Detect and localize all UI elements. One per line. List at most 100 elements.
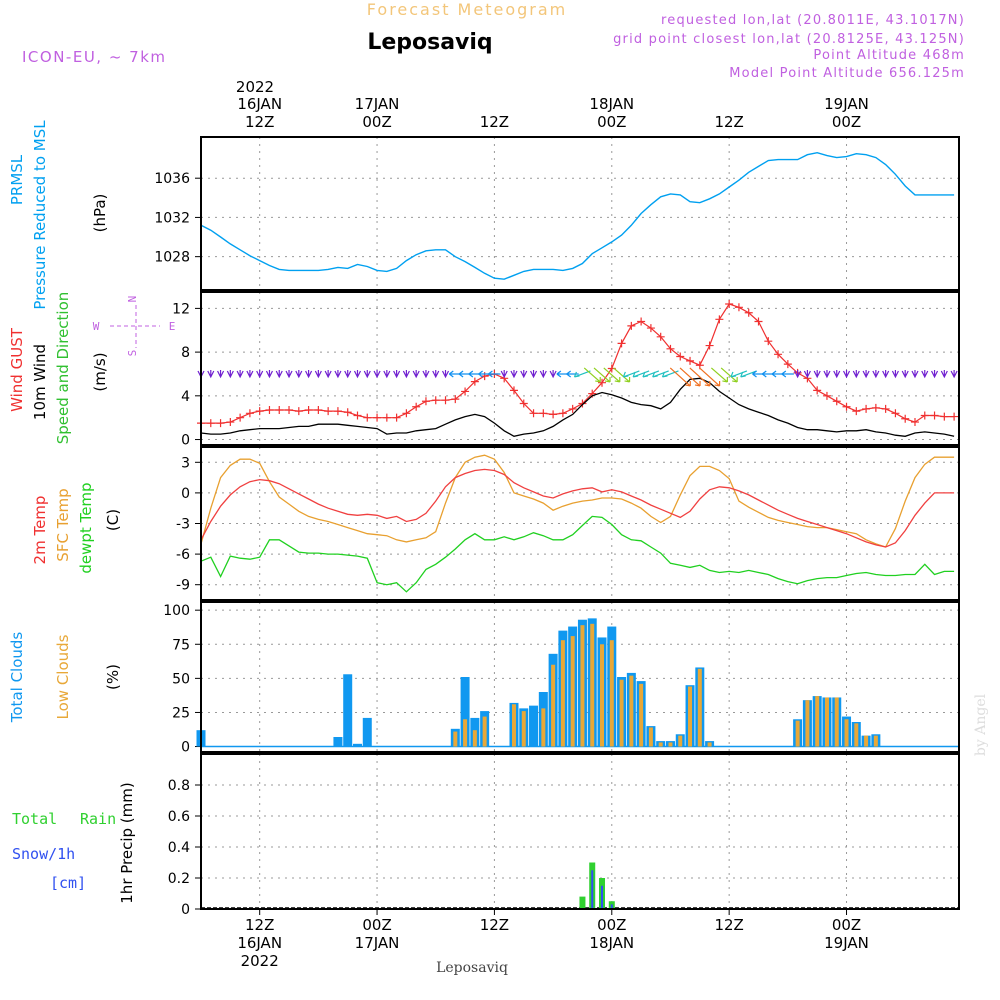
bottom-hour-label: 12Z <box>714 916 743 934</box>
precip-unit: 1hr Precip (mm) <box>118 782 136 903</box>
low-cloud-bar <box>815 696 820 747</box>
top-hour-label: 12Z <box>714 113 743 131</box>
precip-label-snow: Snow/1h <box>12 845 75 863</box>
wind-label-2: 10m Wind <box>31 344 49 420</box>
low-cloud-bar <box>609 640 614 747</box>
dewpt-line <box>200 515 955 593</box>
y-tick-label: 0.4 <box>168 840 190 856</box>
wind-direction-arrow <box>720 367 738 383</box>
gust-marker <box>539 409 548 418</box>
pressure-label-1: PRMSL <box>8 154 26 205</box>
temp-label-2: SFC Temp <box>54 488 72 561</box>
gust-marker <box>353 411 362 420</box>
wind-direction-arrow <box>256 369 264 379</box>
pressure-label-2: Pressure Reduced to MSL <box>31 120 49 310</box>
gust-line <box>201 303 955 424</box>
wind-direction-arrow <box>441 369 450 379</box>
gust-marker <box>265 406 274 415</box>
wind-speed-line <box>200 377 955 437</box>
gust-marker <box>343 408 352 417</box>
wind-direction-arrow <box>652 370 669 378</box>
wind-direction-arrow <box>510 369 518 379</box>
low-cloud-bar <box>824 697 829 747</box>
temp-label-3: dewpt Temp <box>77 482 95 573</box>
gust-marker <box>461 387 470 396</box>
gust-marker <box>431 396 440 405</box>
wind-panel: 0 4 8 12 <box>172 291 960 449</box>
low-cloud-bar <box>521 711 526 747</box>
gust-marker <box>568 404 577 413</box>
total-cloud-bar <box>333 737 343 747</box>
wind-direction-arrow <box>901 369 909 379</box>
clouds-panel: 0 25 50 75 100 <box>163 601 960 756</box>
wind-direction-arrow <box>823 369 831 379</box>
precip-label-rain: Rain <box>80 810 116 828</box>
low-cloud-bar <box>619 679 624 747</box>
wind-direction-arrow <box>207 369 215 379</box>
gust-marker <box>382 413 391 422</box>
gust-marker <box>216 419 225 428</box>
low-cloud-bar <box>600 644 605 747</box>
model-altitude: Model Point Altitude 656.125m <box>729 66 965 81</box>
panel-frame <box>200 446 960 601</box>
low-cloud-bar <box>570 636 575 747</box>
gust-marker <box>314 406 323 415</box>
wind-direction-arrow <box>699 367 721 387</box>
bottom-date-label: 17JAN <box>355 934 400 952</box>
wind-direction-arrow <box>432 369 440 379</box>
wind-direction-arrow <box>383 369 391 379</box>
low-cloud-bar <box>795 720 800 747</box>
gust-marker <box>705 341 714 350</box>
wind-direction-arrow <box>305 369 313 379</box>
low-cloud-bar <box>511 704 516 747</box>
wind-direction-arrow <box>730 370 748 378</box>
top-date-label: 16JAN <box>237 95 282 113</box>
chart-subtitle: Forecast Meteogram <box>367 0 567 19</box>
gust-marker <box>236 413 245 422</box>
gust-marker <box>285 406 294 415</box>
top-date-label: 19JAN <box>824 95 869 113</box>
wind-direction-arrow <box>950 369 958 379</box>
low-cloud-bar <box>580 625 585 747</box>
wind-direction-arrow <box>689 367 711 387</box>
low-cloud-bar <box>453 731 458 747</box>
total-cloud-bar <box>343 674 353 747</box>
gust-marker <box>950 412 959 421</box>
wind-direction-arrow <box>334 369 342 379</box>
gust-marker <box>734 303 743 312</box>
y-tick-label: -9 <box>176 578 190 594</box>
y-tick-label: 8 <box>181 345 190 361</box>
wind-direction-arrow <box>363 369 371 379</box>
top-hour-label: 00Z <box>362 113 391 131</box>
gust-marker <box>725 300 734 309</box>
gust-marker <box>842 402 851 411</box>
low-cloud-bar <box>590 623 595 747</box>
panel-frame <box>200 136 960 291</box>
wind-direction-arrow <box>642 370 660 378</box>
wind-direction-arrow <box>265 369 274 379</box>
gust-marker <box>421 397 430 406</box>
2m-temp-line <box>200 468 955 548</box>
low-cloud-bar <box>854 723 859 747</box>
wind-direction-arrow <box>940 369 948 379</box>
pressure-unit: (hPa) <box>91 194 109 233</box>
wind-direction-arrow <box>226 369 234 379</box>
y-tick-label: 0 <box>181 902 190 918</box>
gust-marker <box>529 409 538 418</box>
top-hour-label: 00Z <box>597 113 626 131</box>
gust-marker <box>774 350 783 359</box>
gust-marker <box>832 397 841 406</box>
low-cloud-bar <box>560 640 565 747</box>
low-cloud-bar <box>668 742 673 747</box>
wind-direction-arrow <box>275 369 283 379</box>
gust-marker <box>754 317 763 326</box>
y-tick-label: 50 <box>172 671 190 687</box>
gust-marker <box>578 399 587 408</box>
gust-marker <box>255 407 264 416</box>
gust-marker <box>363 413 372 422</box>
wind-direction-arrow <box>813 369 821 379</box>
wind-direction-arrow <box>794 369 802 379</box>
wind-direction-arrow <box>573 370 591 378</box>
grid-coords: grid point closest lon,lat (20.8125E, 43… <box>613 32 965 47</box>
